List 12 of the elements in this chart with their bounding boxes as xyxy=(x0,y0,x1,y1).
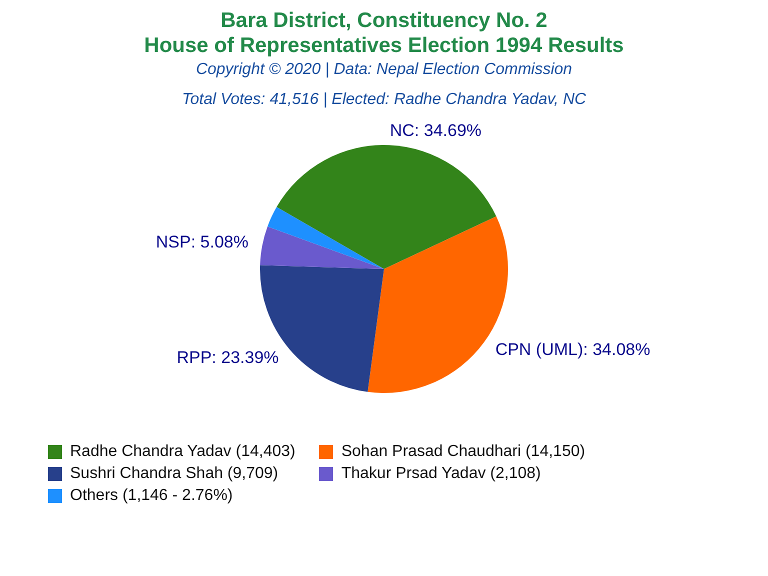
legend-label: Sushri Chandra Shah (9,709) xyxy=(70,465,278,483)
chart-subtitle: Copyright © 2020 | Data: Nepal Election Commission xyxy=(194,61,574,79)
data-label: NSP: 5.08% xyxy=(156,232,248,252)
data-label: RPP: 23.39% xyxy=(176,348,279,367)
data-label: CPN (UML): 34.08% xyxy=(495,340,650,360)
chart-title: Bara District, Constituency No. 2 House of Representatives Election 1994 Results xyxy=(143,8,625,58)
legend-label: Others (1,146 - 2.76%) xyxy=(70,487,233,505)
legend-label: Thakur Prsad Yadav (2,108) xyxy=(341,465,541,483)
legend-label: Radhe Chandra Yadav (14,403) xyxy=(70,443,296,461)
legend-label: Sohan Prasad Chaudhari (14,150) xyxy=(341,443,586,461)
text: Total Votes: 41,516 | Elected: Radhe Chandra Yadav, NC xyxy=(180,91,588,109)
data-label: NC: 34.69% xyxy=(390,120,482,140)
